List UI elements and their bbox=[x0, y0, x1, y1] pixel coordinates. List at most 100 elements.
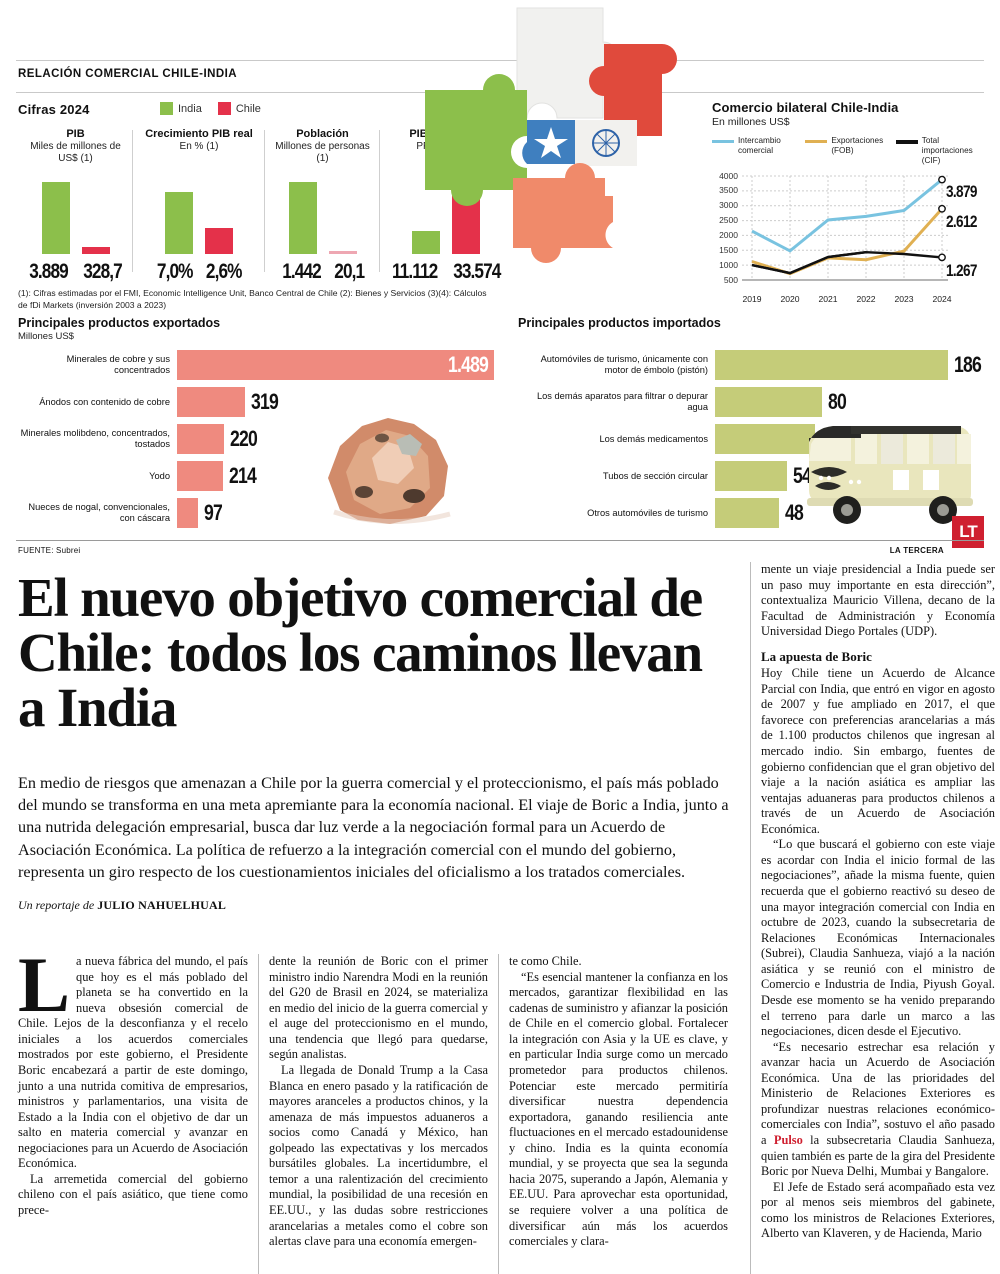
article-column-2: dente la reunión de Boric con el primer … bbox=[258, 954, 498, 1274]
stat-divider bbox=[132, 130, 133, 272]
bar-india bbox=[412, 231, 440, 254]
chart-legend: Intercambio comercial Exportaciones (FOB… bbox=[712, 136, 988, 166]
stat-divider bbox=[264, 130, 265, 272]
legend-swatch-chile bbox=[217, 102, 231, 115]
stat-subtitle: Miles de millones de US$ (1) bbox=[30, 140, 121, 164]
legend-label-india: India bbox=[178, 102, 202, 115]
endpoint-intercambio bbox=[938, 175, 946, 184]
chart-plot-area: 4000 3500 3000 2500 2000 1500 1000 500 bbox=[712, 170, 988, 304]
bilateral-trade-chart: Comercio bilateral Chile-India En millon… bbox=[712, 100, 988, 304]
xtick-2022: 2022 bbox=[856, 293, 876, 304]
xtick-2019: 2019 bbox=[742, 293, 762, 304]
exported-products-chart: Principales productos exportados Millone… bbox=[18, 316, 498, 535]
bar-label: Automóviles de turismo, únicamente con m… bbox=[540, 354, 708, 375]
ytick-3500: 3500 bbox=[719, 185, 738, 196]
stat-values: 7,0% 2,6% bbox=[133, 260, 265, 284]
paragraph: mente un viaje presidencial a India pued… bbox=[761, 562, 995, 639]
bar-value: 220 bbox=[230, 426, 258, 451]
bar-fill bbox=[715, 461, 787, 491]
legend-line-exportaciones bbox=[805, 140, 828, 143]
stats-grid: PIB Miles de millones de US$ (1) 3.889 3… bbox=[18, 128, 718, 288]
bar-value: 54 bbox=[793, 463, 812, 488]
bar-india bbox=[288, 182, 317, 254]
infographic-panel: RELACIÓN COMERCIAL CHILE-INDIA Cifras 20… bbox=[0, 0, 1000, 560]
ytick-3000: 3000 bbox=[719, 200, 738, 211]
byline-author: JULIO NAHUELHUAL bbox=[97, 898, 227, 912]
article-column-4: mente un viaje presidencial a India pued… bbox=[750, 562, 995, 1274]
gridlines-h bbox=[742, 175, 948, 266]
ytick-4000: 4000 bbox=[719, 170, 738, 181]
stat-bars bbox=[271, 178, 374, 254]
bar-fill bbox=[177, 498, 198, 528]
series-intercambio-comercial bbox=[751, 177, 943, 253]
bar-india bbox=[165, 192, 193, 254]
bar-row: Tubos de sección circular 54 bbox=[518, 461, 988, 491]
stat-subtitle: Millones de personas (1) bbox=[275, 140, 370, 164]
dropcap: L bbox=[18, 941, 71, 1028]
xtick-2021: 2021 bbox=[818, 293, 838, 304]
stat-title: PIB per capita bbox=[409, 128, 483, 140]
bar-label: Ánodos con contenido de cobre bbox=[39, 396, 170, 407]
bar-row: Minerales molibdeno, concentrados, tosta… bbox=[18, 424, 498, 454]
stat-value-chile: 2,6% bbox=[205, 260, 243, 283]
cifras-title: Cifras 2024 bbox=[18, 102, 90, 117]
page-title: El nuevo objetivo comercial de Chile: to… bbox=[18, 567, 703, 738]
stat-value-india: 3.889 bbox=[29, 260, 69, 283]
gridlines-v bbox=[751, 175, 943, 280]
stat-subtitle: PPA, US$ (1) bbox=[416, 140, 476, 152]
bar-value: 97 bbox=[204, 500, 223, 525]
datalabel-importaciones: 1.267 bbox=[946, 260, 977, 280]
bar-label: Los demás aparatos para filtrar o depura… bbox=[536, 391, 708, 412]
xtick-2024: 2024 bbox=[932, 293, 952, 304]
bar-fill bbox=[177, 461, 223, 491]
stat-pib: PIB Miles de millones de US$ (1) 3.889 3… bbox=[18, 128, 133, 288]
la-tercera-badge: LT bbox=[952, 516, 984, 548]
bar-fill bbox=[177, 387, 245, 417]
chart-subtitle: Millones US$ bbox=[18, 331, 74, 342]
top-rule bbox=[16, 60, 984, 61]
stat-value-india: 7,0% bbox=[156, 260, 193, 283]
stat-poblacion: Población Millones de personas (1) 1.442… bbox=[265, 128, 380, 288]
chart-title: Principales productos importados bbox=[518, 316, 721, 330]
legend-label-exportaciones: Exportaciones (FOB) bbox=[831, 136, 884, 155]
second-rule bbox=[16, 92, 984, 93]
bar-value: 214 bbox=[229, 463, 257, 488]
bar-fill bbox=[177, 350, 494, 380]
bus-svg bbox=[807, 426, 973, 524]
bar-rows: Automóviles de turismo, únicamente con m… bbox=[518, 350, 988, 528]
stat-bars bbox=[386, 178, 506, 254]
infographic-kicker: RELACIÓN COMERCIAL CHILE-INDIA bbox=[18, 68, 238, 80]
paragraph: “Es esencial mantener la confianza en lo… bbox=[509, 969, 728, 1249]
article-column-3: te como Chile. “Es esencial mantener la … bbox=[498, 954, 738, 1274]
article-column-1: L a nueva fábrica del mundo, el país que… bbox=[18, 941, 258, 1274]
paragraph: te como Chile. bbox=[509, 954, 582, 968]
legend-item-intercambio: Intercambio comercial bbox=[712, 136, 795, 166]
bar-fill bbox=[715, 424, 815, 454]
legend-label-chile: Chile bbox=[235, 102, 261, 115]
paragraph-part-a: “Es necesario estrechar esa relación y a… bbox=[761, 1039, 995, 1147]
bar-value: 48 bbox=[785, 500, 804, 525]
byline-prefix: Un reportaje de bbox=[18, 898, 95, 912]
ytick-1000: 1000 bbox=[719, 259, 738, 270]
legend-item-chile: Chile bbox=[217, 102, 261, 115]
bar-india bbox=[41, 182, 70, 254]
bar-row: Yodo 214 bbox=[18, 461, 498, 491]
stat-title: PIB bbox=[66, 128, 85, 140]
stat-values: 1.442 20,1 bbox=[265, 260, 380, 284]
bar-row: Otros automóviles de turismo 48 bbox=[518, 498, 988, 528]
paragraph: Hoy Chile tiene un Acuerdo de Alcance Pa… bbox=[761, 666, 995, 836]
bar-chile bbox=[81, 247, 110, 254]
ytick-500: 500 bbox=[723, 274, 738, 285]
paragraph: a nueva fábrica del mundo, el país que h… bbox=[18, 954, 248, 1171]
paragraph-with-brand: “Es necesario estrechar esa relación y a… bbox=[761, 1040, 995, 1180]
legend-swatch-india bbox=[160, 102, 173, 115]
bar-label: Minerales molibdeno, concentrados, tosta… bbox=[20, 428, 170, 449]
ytick-1500: 1500 bbox=[719, 244, 738, 255]
chart-title: Principales productos exportados bbox=[18, 316, 221, 330]
bar-fill bbox=[177, 424, 224, 454]
bar-chile bbox=[328, 251, 357, 254]
puzzle-piece-red bbox=[589, 44, 677, 136]
puzzle-piece-white bbox=[516, 7, 619, 119]
pulso-brand: Pulso bbox=[773, 1133, 803, 1147]
bar-label: Tubos de sección circular bbox=[602, 470, 708, 481]
